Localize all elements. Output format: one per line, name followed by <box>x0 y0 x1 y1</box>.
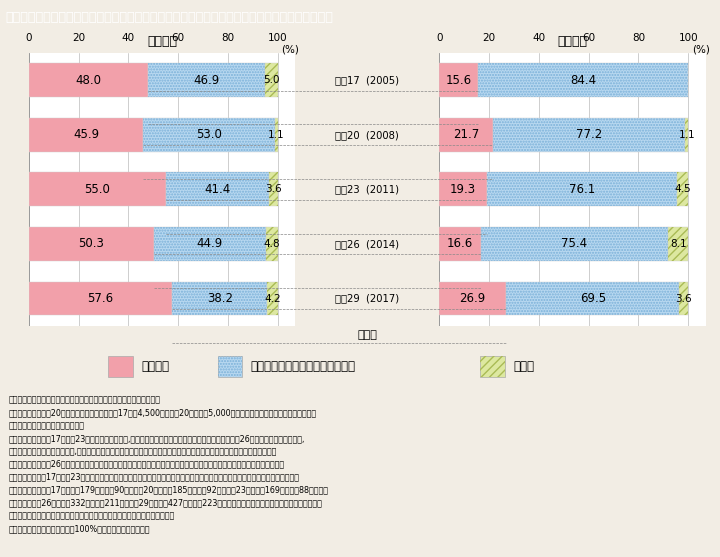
Bar <box>677 173 688 206</box>
Text: 4.8: 4.8 <box>264 239 280 249</box>
Bar <box>29 173 166 206</box>
Bar <box>480 227 668 261</box>
Text: 76.1: 76.1 <box>569 183 595 196</box>
Bar <box>269 173 278 206</box>
Bar <box>29 227 154 261</box>
Text: 50.3: 50.3 <box>78 237 104 251</box>
Text: 84.4: 84.4 <box>570 74 596 87</box>
Bar <box>166 173 269 206</box>
Text: 16.6: 16.6 <box>446 237 473 251</box>
Text: 46.9: 46.9 <box>194 74 220 87</box>
Bar <box>154 227 266 261</box>
Text: 48.0: 48.0 <box>76 74 102 87</box>
Bar <box>439 227 480 261</box>
Bar <box>439 63 478 97</box>
Text: 41.4: 41.4 <box>204 183 230 196</box>
Bar <box>506 282 679 315</box>
Bar <box>29 118 143 152</box>
Text: 8.1: 8.1 <box>670 239 687 249</box>
Text: 平成20  (2008): 平成20 (2008) <box>336 130 399 140</box>
Bar <box>265 63 277 97</box>
Bar <box>265 63 277 97</box>
Bar <box>266 227 278 261</box>
Bar <box>29 282 172 315</box>
Text: 77.2: 77.2 <box>576 128 603 141</box>
Text: (%): (%) <box>692 45 710 55</box>
Text: 55.0: 55.0 <box>84 183 110 196</box>
Bar <box>148 63 265 97</box>
Bar <box>506 282 679 315</box>
Text: 相談した: 相談した <box>141 360 169 373</box>
Text: どこ（だれ）にも相談しなかった: どこ（だれ）にも相談しなかった <box>251 360 356 373</box>
Text: (%): (%) <box>282 45 300 55</box>
Bar <box>267 282 278 315</box>
Bar <box>685 118 688 152</box>
Bar <box>148 63 265 97</box>
Bar <box>108 356 133 377</box>
Text: 4.2: 4.2 <box>264 294 281 304</box>
Bar <box>166 173 269 206</box>
Bar <box>679 282 688 315</box>
Text: 38.2: 38.2 <box>207 292 233 305</box>
Bar <box>217 356 243 377</box>
Bar <box>478 63 688 97</box>
Text: 無回答: 無回答 <box>513 360 534 373</box>
Text: 57.6: 57.6 <box>87 292 114 305</box>
Text: 〈女性〉: 〈女性〉 <box>147 36 177 48</box>
Bar <box>154 227 266 261</box>
Text: 3.6: 3.6 <box>675 294 692 304</box>
Text: 69.5: 69.5 <box>580 292 606 305</box>
Bar <box>480 227 668 261</box>
Text: Ｉ－６－４図　配偶者からの被害経験のある者のうち誰かに相談した者の割合の推移（男女別）: Ｉ－６－４図 配偶者からの被害経験のある者のうち誰かに相談した者の割合の推移（男… <box>6 11 333 24</box>
Text: 45.9: 45.9 <box>73 128 99 141</box>
Bar <box>269 173 278 206</box>
Bar <box>685 118 688 152</box>
Bar <box>480 356 505 377</box>
Text: 19.3: 19.3 <box>450 183 477 196</box>
Bar <box>487 173 677 206</box>
Bar <box>668 227 688 261</box>
Text: 平成17  (2005): 平成17 (2005) <box>336 75 399 85</box>
Text: 21.7: 21.7 <box>453 128 480 141</box>
Text: 1.1: 1.1 <box>678 130 695 140</box>
Bar <box>172 282 267 315</box>
Text: 平成26  (2014): 平成26 (2014) <box>336 239 399 249</box>
Bar <box>439 282 506 315</box>
Bar <box>493 118 685 152</box>
Bar <box>487 173 677 206</box>
Bar <box>478 63 688 97</box>
Text: 1.1: 1.1 <box>268 130 284 140</box>
Text: 5.0: 5.0 <box>263 75 279 85</box>
Text: 〈男性〉: 〈男性〉 <box>557 36 588 48</box>
Bar <box>677 173 688 206</box>
Bar <box>668 227 688 261</box>
Text: （備考）　１．内閣府「男女間における暴力に関する調査」より作成。
　　　　　２．全国20歳以上の男女を対象（平成17年は4,500人，平成20年以降は5,000: （備考） １．内閣府「男女間における暴力に関する調査」より作成。 ２．全国20歳… <box>9 395 328 533</box>
Bar <box>29 63 148 97</box>
Bar <box>143 118 275 152</box>
Bar <box>275 118 278 152</box>
Text: （年）: （年） <box>357 330 377 340</box>
Text: 75.4: 75.4 <box>562 237 588 251</box>
Bar <box>679 282 688 315</box>
Bar <box>480 356 505 377</box>
Text: 4.5: 4.5 <box>674 184 690 194</box>
Text: 15.6: 15.6 <box>446 74 472 87</box>
Bar <box>217 356 243 377</box>
Text: 3.6: 3.6 <box>265 184 282 194</box>
Bar <box>439 118 493 152</box>
Text: 44.9: 44.9 <box>197 237 223 251</box>
Bar <box>493 118 685 152</box>
Bar <box>172 282 267 315</box>
Bar <box>267 282 278 315</box>
Bar <box>275 118 278 152</box>
Text: 53.0: 53.0 <box>196 128 222 141</box>
Bar <box>266 227 278 261</box>
Text: 平成29  (2017): 平成29 (2017) <box>335 294 400 304</box>
Text: 26.9: 26.9 <box>459 292 486 305</box>
Bar <box>439 173 487 206</box>
Text: 平成23  (2011): 平成23 (2011) <box>336 184 399 194</box>
Bar <box>143 118 275 152</box>
